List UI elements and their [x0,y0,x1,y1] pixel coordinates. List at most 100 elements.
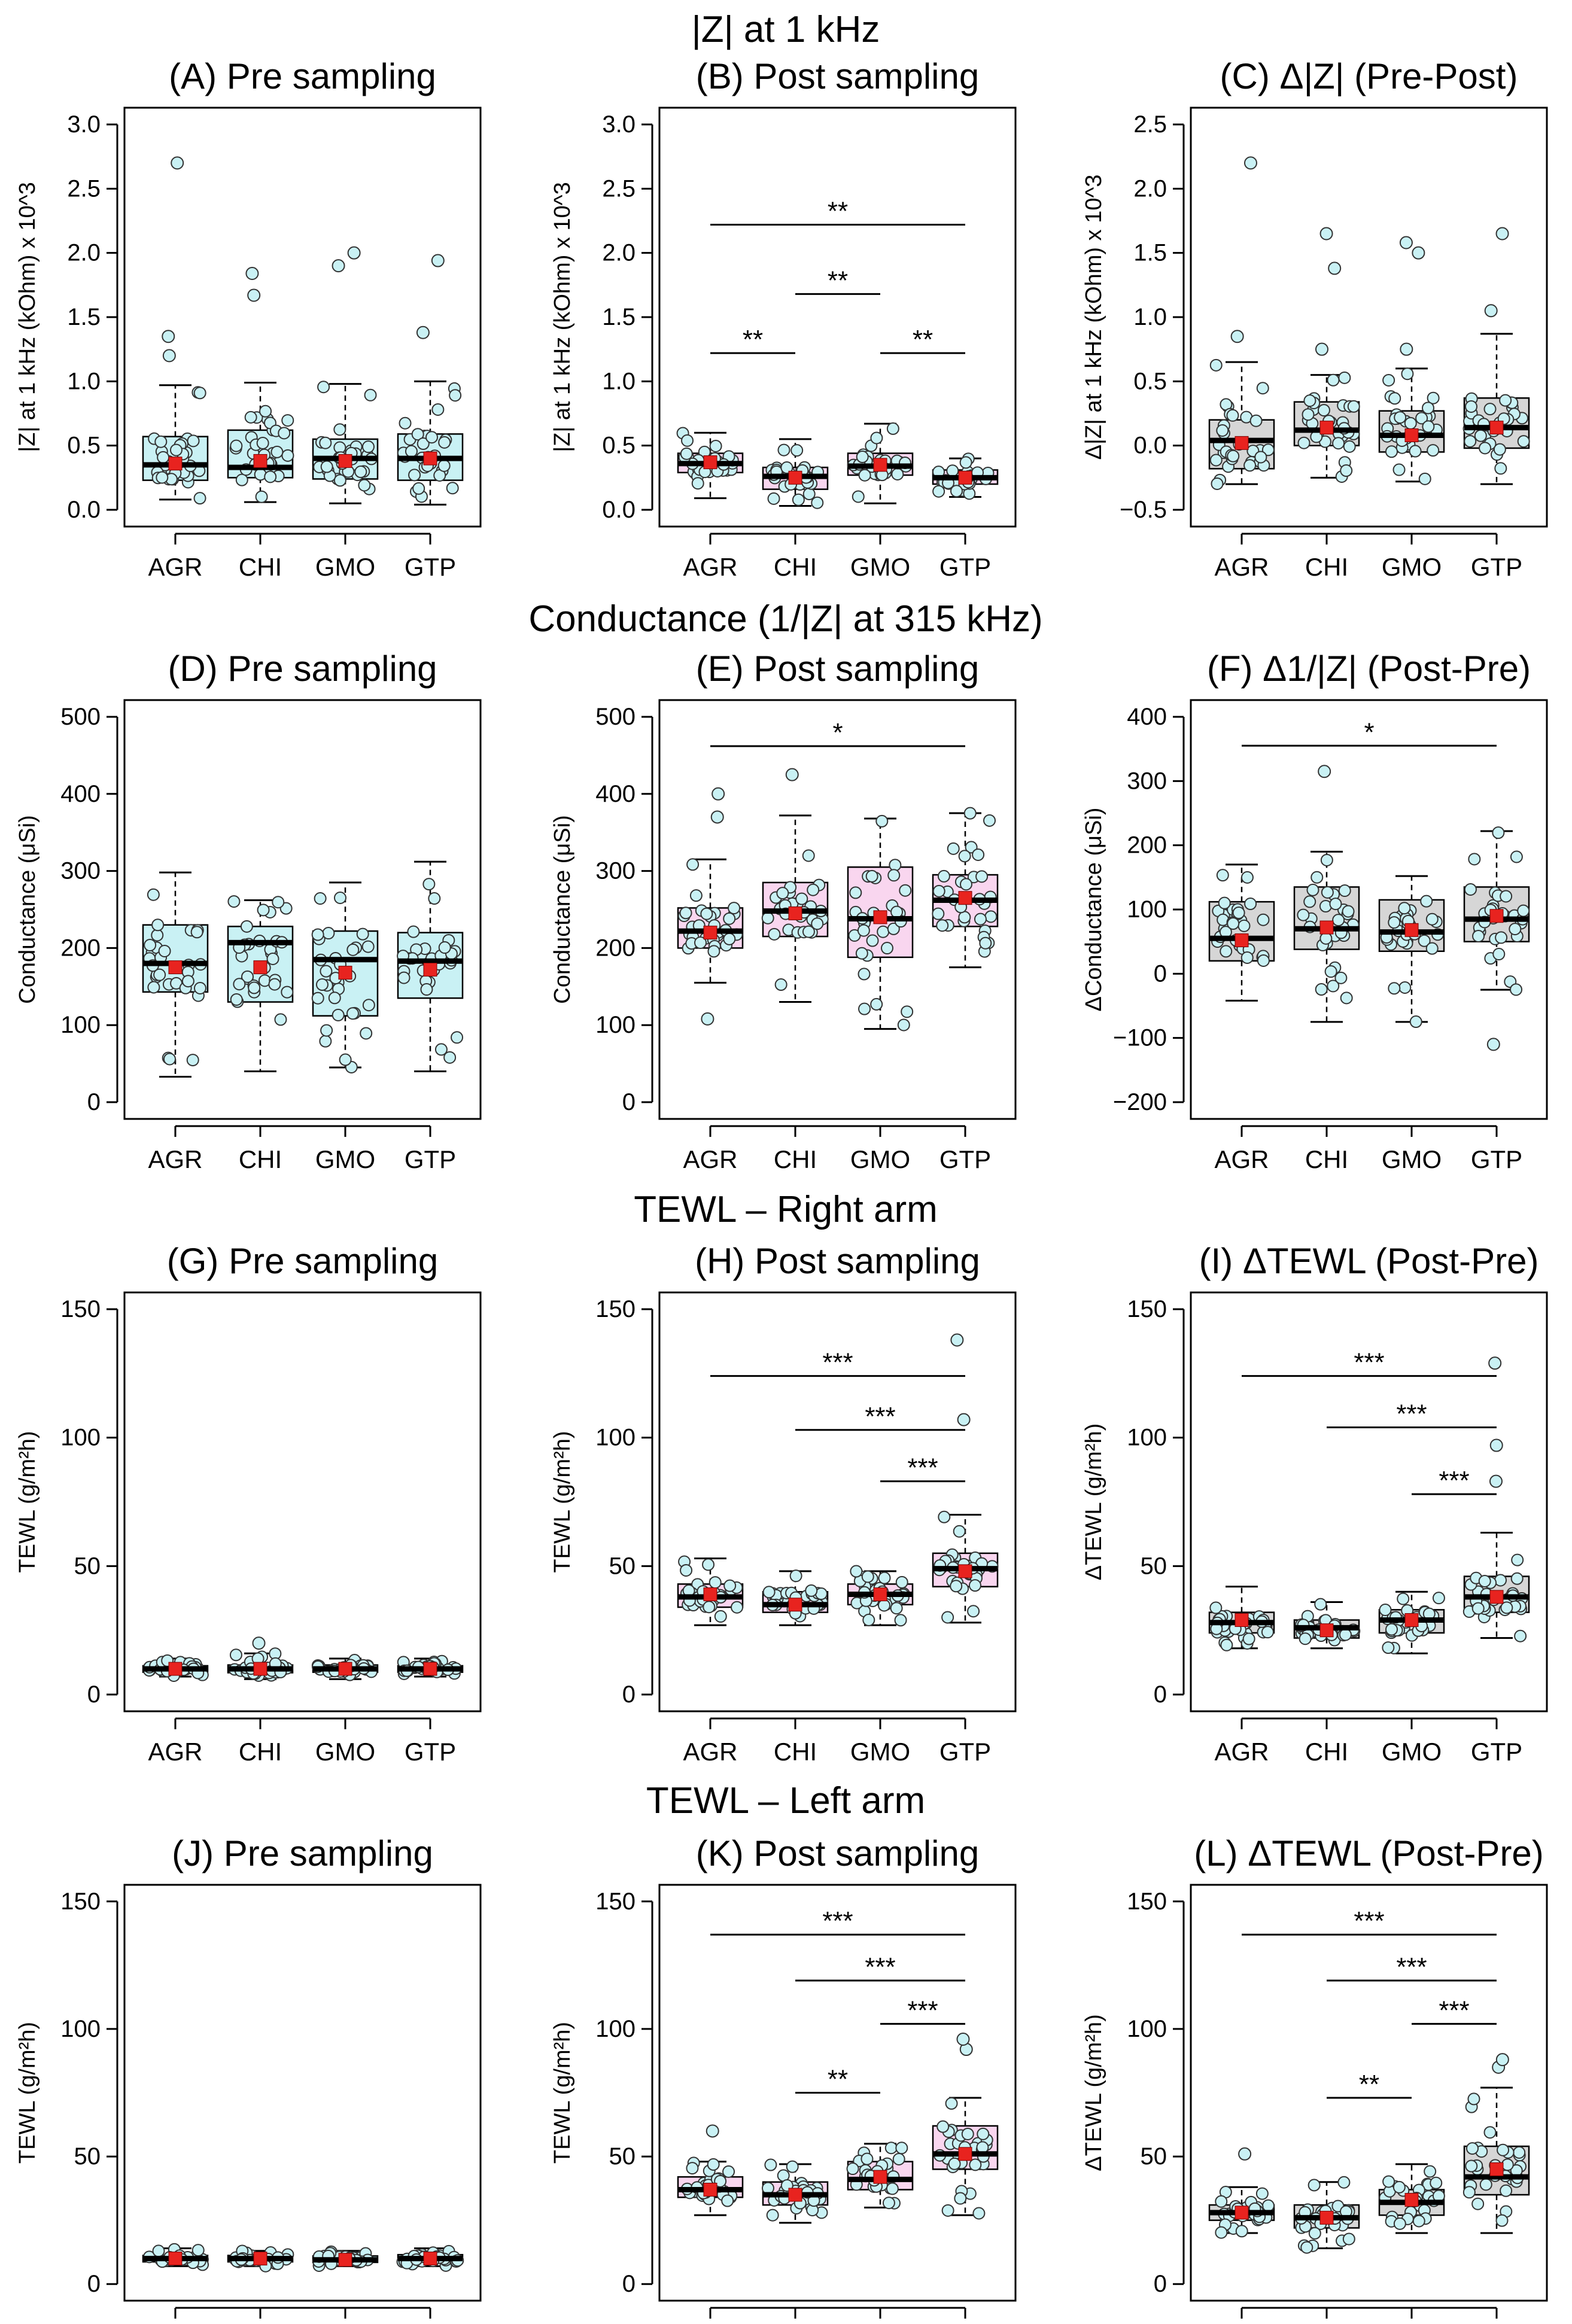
y-tick-label: 0 [1154,2271,1167,2297]
data-point [451,1031,464,1044]
box-GMO [1378,2163,1445,2234]
data-point [1483,403,1497,416]
data-point [420,983,433,996]
data-point [780,461,793,474]
x-tick-label: GMO [1382,553,1442,581]
outlier-point [416,326,430,339]
data-point [941,1611,954,1624]
data-point [861,1570,874,1583]
data-point [877,925,890,938]
data-point [156,471,169,484]
data-point [1297,908,1310,921]
data-point [1342,905,1355,918]
data-point [1427,444,1440,457]
data-point [1494,462,1507,475]
data-point [1494,1574,1507,1587]
data-point [889,859,902,872]
x-tick-label: AGR [1214,1738,1269,1766]
y-axis-label-K: TEWL (g/m²h) [550,2022,575,2164]
data-point [272,896,285,909]
y-tick-label: −0.5 [1120,497,1167,523]
x-tick-label: CHI [1305,1145,1348,1173]
data-point [890,1602,903,1615]
mean-marker [873,2170,887,2184]
mean-marker [958,2147,972,2161]
data-point [1338,371,1351,384]
x-tick-label: GTP [1471,1738,1522,1766]
data-point [1394,411,1407,424]
significance-label: *** [907,1996,938,2025]
data-point [332,1008,345,1021]
significance-label: *** [1396,1399,1427,1428]
data-point [694,936,707,950]
x-tick-label: CHI [774,1145,817,1173]
box-GTP [1462,227,1530,485]
data-point [899,884,912,897]
mean-marker [1404,923,1419,937]
outlier-point [1318,765,1331,778]
data-point [858,469,871,482]
data-point [1404,416,1417,430]
mean-marker [253,960,267,975]
data-point [411,428,424,441]
data-point [811,917,824,930]
data-point [1499,394,1512,407]
x-tick-label: GTP [939,1145,991,1173]
mean-marker [958,1564,972,1578]
y-tick-label: 1.0 [67,368,101,394]
plot-frame-I [1190,1291,1548,1712]
y-axis-label-I: ΔTEWL (g/m²h) [1081,1423,1106,1581]
data-point [1517,435,1530,448]
data-point [961,2127,974,2140]
mean-marker [788,470,802,485]
data-point [317,381,330,394]
mean-marker [1319,920,1334,935]
data-point [1332,914,1345,927]
data-point [776,887,789,900]
data-point [882,2197,895,2210]
data-point [1320,853,1333,866]
mean-marker [1489,909,1504,923]
data-point [963,807,977,820]
box-GTP [1462,1356,1530,1642]
box-AGR [142,871,209,1078]
data-point [721,2194,734,2207]
x-tick-label: AGR [148,553,202,581]
data-point [1226,409,1239,422]
x-tick-label: GTP [405,1145,456,1173]
data-point [151,929,164,942]
data-point [1514,1629,1527,1642]
panel-title-G: (G) Pre sampling [167,1241,438,1281]
data-point [416,437,430,451]
data-point [1388,916,1401,929]
data-point [887,869,901,882]
data-point [412,482,425,495]
data-point [975,870,989,883]
mean-marker [423,1662,437,1676]
plot-frame-L [1190,1884,1548,2302]
outlier-point [706,2124,719,2138]
panel-title-H: (H) Post sampling [695,1241,980,1281]
data-point [1500,2184,1513,2197]
box-AGR [1208,2147,1275,2239]
data-point [190,926,203,939]
outlier-point [1315,342,1328,356]
box-GMO [311,1654,379,1681]
data-point [1327,980,1340,993]
data-point [932,884,945,898]
data-point [1337,2176,1351,2189]
significance-label: ** [828,266,848,295]
data-point [1424,2165,1437,2178]
y-tick-label: 100 [60,1012,101,1038]
data-point [169,443,183,457]
data-point [1315,983,1328,996]
mean-marker [253,1662,267,1676]
data-point [1329,898,1342,911]
outlier-point [431,254,445,267]
data-point [766,2209,779,2222]
data-point [1235,2225,1248,2238]
data-point [709,439,722,452]
significance-label: * [1364,717,1374,747]
data-point [1427,391,1440,404]
